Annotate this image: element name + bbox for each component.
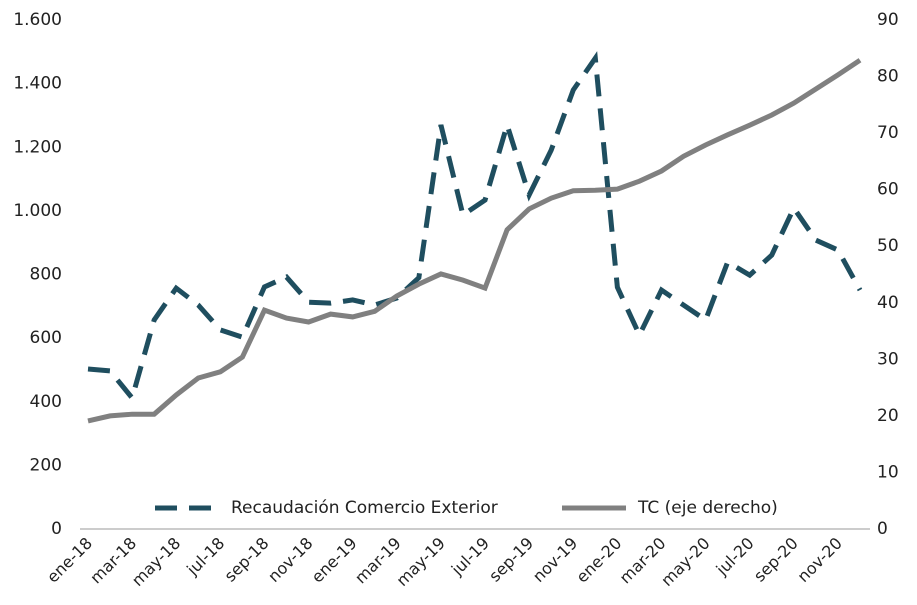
y2ticks-label: 50 (877, 236, 899, 256)
legend-label: Recaudación Comercio Exterior (231, 498, 498, 518)
y2ticks-label: 80 (877, 67, 899, 87)
legend-label: TC (eje derecho) (637, 498, 778, 518)
x-tick-label: sep-18 (221, 534, 273, 586)
x-tick-label: ene-18 (43, 534, 96, 587)
x-tick-label: sep-19 (485, 534, 537, 586)
series-line (87, 51, 863, 404)
y2ticks-label: 30 (877, 349, 899, 369)
y2ticks-label: 40 (877, 293, 899, 313)
x-tick-label: nov-19 (529, 534, 581, 586)
yticks-label: 400 (30, 392, 62, 412)
x-tick-label: ene-19 (308, 534, 361, 587)
yticks-label: 0 (51, 519, 62, 539)
x-tick-label: nov-20 (794, 534, 846, 586)
y2ticks-label: 60 (877, 180, 899, 200)
x-tick-label: ene-20 (572, 534, 625, 587)
y2ticks-label: 0 (877, 519, 888, 539)
yticks-label: 1.000 (13, 201, 62, 221)
y2ticks-label: 70 (877, 123, 899, 143)
x-tick-label: sep-20 (750, 534, 802, 586)
yticks-label: 800 (30, 265, 62, 285)
x-tick-label: may-19 (393, 534, 449, 590)
yticks-label: 1.200 (13, 137, 62, 157)
series-line (87, 58, 862, 424)
y2ticks-label: 90 (877, 10, 899, 30)
yticks-label: 200 (30, 455, 62, 475)
yticks-label: 600 (30, 328, 62, 348)
x-tick-label: may-20 (657, 534, 713, 590)
x-tick-label: nov-18 (264, 534, 316, 586)
yticks-label: 1.400 (13, 74, 62, 94)
y2ticks-label: 20 (877, 406, 899, 426)
yticks-label: 1.600 (13, 10, 62, 30)
y2ticks-label: 10 (877, 462, 899, 482)
x-tick-label: may-18 (128, 534, 184, 590)
